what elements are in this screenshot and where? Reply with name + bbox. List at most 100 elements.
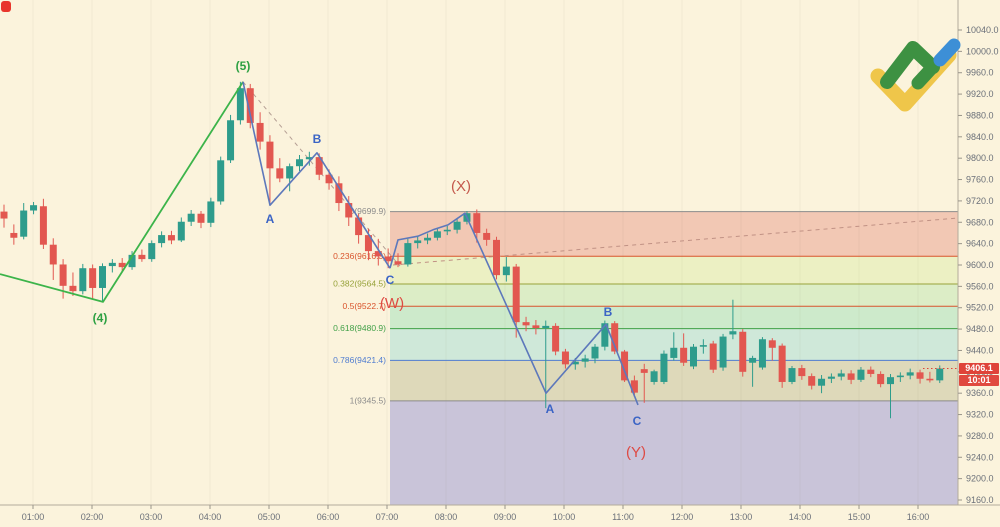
- correction-5-A-B-C[interactable]: [242, 81, 391, 269]
- candle-body: [49, 244, 57, 265]
- candle-body: [542, 325, 550, 329]
- time-axis[interactable]: 01:00 02:00 03:00 04:00 05:00 06:00 07:00 08:00…: [22, 505, 930, 522]
- candle-body: [650, 371, 658, 382]
- candle-body: [207, 201, 215, 223]
- candle-body: [187, 213, 195, 222]
- candle-body: [877, 373, 885, 385]
- candle-body: [847, 373, 855, 380]
- candle-body: [749, 357, 757, 363]
- trendline-up-dashed[interactable]: [392, 217, 959, 266]
- candle-body: [493, 239, 500, 276]
- wave-line-layer[interactable]: [389, 212, 639, 406]
- time-tick-label: 03:00: [140, 512, 163, 522]
- candle-body: [827, 376, 835, 379]
- candle-body: [59, 264, 67, 286]
- wave-label-Y[interactable]: (Y): [626, 444, 646, 461]
- wave-label-4[interactable]: (4): [93, 311, 108, 325]
- candle-body: [108, 262, 116, 267]
- candle-body: [148, 243, 156, 260]
- time-tick-label: 05:00: [258, 512, 281, 522]
- wave-label-A[interactable]: A: [266, 212, 275, 226]
- candle-body: [177, 221, 185, 241]
- axes-layer[interactable]: [0, 0, 1000, 506]
- candle-body: [630, 380, 638, 393]
- candle-body: [906, 372, 914, 376]
- fib-label-1: 1(9345.5): [350, 395, 387, 405]
- wave-label-A[interactable]: A: [546, 402, 555, 416]
- time-tick-label: 06:00: [317, 512, 340, 522]
- price-tick-label: 10040.0: [966, 25, 999, 35]
- wave-line-layer[interactable]: [0, 81, 244, 303]
- fib-band: [390, 306, 958, 329]
- wave-label-C[interactable]: C: [386, 273, 395, 287]
- candle-body: [266, 141, 274, 169]
- price-tick-label: 9360.0: [966, 388, 994, 398]
- candle-body: [236, 88, 244, 121]
- candle-body: [325, 174, 333, 184]
- fib-label-0: 0(9699.9): [350, 206, 387, 216]
- candle-body: [709, 343, 717, 370]
- candle-body: [99, 266, 106, 288]
- wave-line-layer[interactable]: [242, 81, 391, 269]
- price-tick-label: 9680.0: [966, 217, 994, 227]
- fib-band: [390, 256, 958, 284]
- time-tick-label: 09:00: [494, 512, 517, 522]
- candle-body: [808, 376, 816, 386]
- candle-body: [256, 122, 264, 142]
- price-tick-label: 9920.0: [966, 89, 994, 99]
- impulse-4-5[interactable]: [0, 81, 244, 303]
- candle-body: [571, 361, 579, 365]
- wave-label-W[interactable]: (W): [380, 295, 404, 312]
- last-price-badge: 9406.1 10:01: [959, 363, 999, 386]
- candle-body: [79, 268, 87, 292]
- time-tick-label: 01:00: [22, 512, 45, 522]
- correction-W-X-Y[interactable]: [389, 212, 639, 406]
- candle-body: [404, 243, 412, 265]
- price-axis[interactable]: 10040.0 10000.0 9960.0 9920.0 9880.0 9840.0 98…: [958, 25, 999, 505]
- time-tick-label: 10:00: [553, 512, 576, 522]
- price-tick-label: 9960.0: [966, 68, 994, 78]
- candle-body: [887, 377, 894, 385]
- candle-body: [30, 205, 38, 211]
- wave-label-5[interactable]: (5): [236, 59, 251, 73]
- wave-label-X[interactable]: (X): [451, 178, 471, 195]
- candle-body: [896, 375, 904, 378]
- candle-body: [69, 285, 77, 292]
- candle-body: [867, 369, 875, 374]
- price-tick-label: 9200.0: [966, 474, 994, 484]
- candle-body: [552, 325, 560, 352]
- candle-body: [601, 323, 609, 347]
- price-tick-label: 9160.0: [966, 495, 994, 505]
- candle-body: [138, 254, 146, 260]
- price-tick-label: 9840.0: [966, 132, 994, 142]
- candle-body: [670, 347, 678, 358]
- candle-body: [640, 369, 648, 373]
- price-tick-label: 9720.0: [966, 196, 994, 206]
- candle-body: [818, 378, 826, 386]
- candle-body: [443, 229, 451, 232]
- candle-body: [532, 325, 540, 329]
- candle-body: [739, 331, 747, 372]
- candle-body: [778, 345, 786, 382]
- price-tick-label: 9800.0: [966, 153, 994, 163]
- candle-body: [857, 369, 865, 380]
- candle-body: [798, 368, 806, 377]
- wave-label-B[interactable]: B: [313, 132, 322, 146]
- wave-label-C[interactable]: C: [633, 414, 642, 428]
- candle-body: [522, 322, 530, 326]
- price-tick-label: 9560.0: [966, 281, 994, 291]
- fib-band: [390, 360, 958, 401]
- wave-label-B[interactable]: B: [604, 305, 613, 319]
- candle-body: [345, 203, 353, 218]
- candle-body: [591, 346, 599, 359]
- fib-label-0.236: 0.236(9616.3): [333, 251, 386, 261]
- record-dot-icon: [1, 1, 11, 12]
- price-tick-label: 9600.0: [966, 260, 994, 270]
- price-tick-label: 9520.0: [966, 303, 994, 313]
- price-tick-label: 9440.0: [966, 345, 994, 355]
- candle-body: [197, 213, 205, 223]
- fib-band: [390, 283, 958, 307]
- price-tick-label: 9280.0: [966, 431, 994, 441]
- candle-body: [424, 237, 432, 241]
